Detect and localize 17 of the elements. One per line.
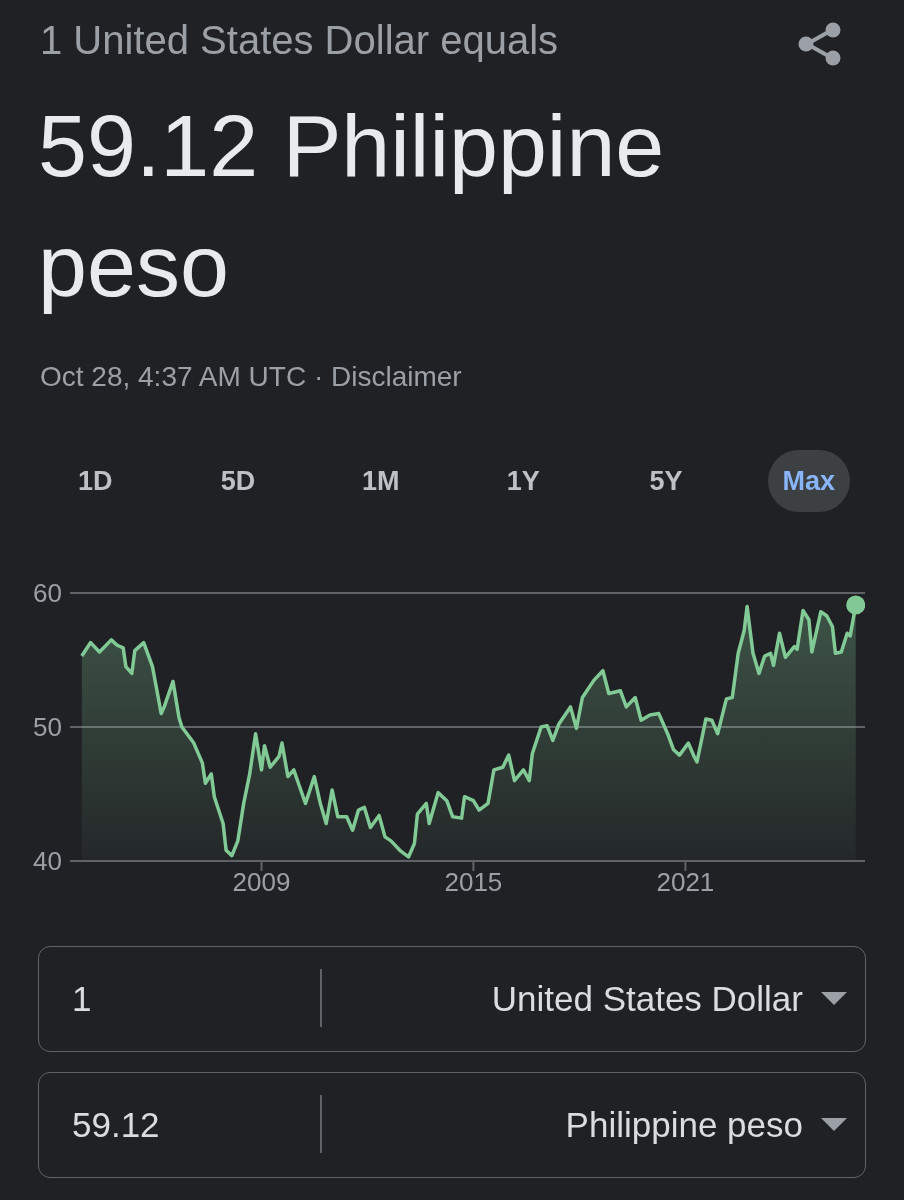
text: Oct 28, 4:37 AM UTC · Disclaimer	[40, 360, 462, 394]
x-tick-label: 2021	[656, 867, 715, 898]
converter-field: 59.12 Philippine peso	[38, 1072, 866, 1178]
y-tick-label: 60	[33, 578, 62, 609]
text: 1Y	[506, 464, 540, 498]
text: 1M	[361, 464, 400, 498]
converter-field: 1 United States Dollar	[38, 946, 866, 1052]
x-tick-label: 2015	[444, 867, 503, 898]
chart-title: 59.12 Philippine peso	[38, 95, 666, 317]
chart-subtitle: 1 United States Dollar equals	[40, 17, 559, 64]
text: 5D	[220, 464, 256, 498]
y-tick-label: 50	[33, 712, 62, 743]
pill-button: Max	[767, 450, 850, 512]
text: 5Y	[649, 464, 683, 498]
text: 1D	[78, 464, 113, 498]
x-tick-label: 2009	[232, 867, 291, 898]
y-tick-label: 40	[33, 846, 62, 877]
